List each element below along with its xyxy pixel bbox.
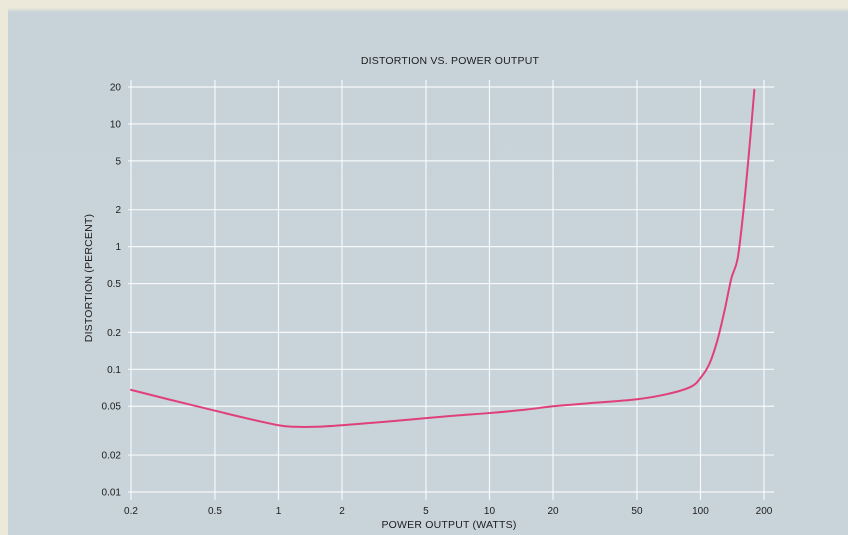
y-tick-label: 0.2 [107,328,121,339]
x-tick-label: 2 [339,506,345,517]
x-tick-label: 5 [423,506,429,517]
x-tick-label: 0.5 [208,506,222,517]
x-tick-label: 0.2 [124,506,138,517]
y-tick-label: 0.01 [102,488,122,499]
x-tick-label: 20 [547,506,559,517]
y-tick-label: 0.5 [107,279,121,290]
y-tick-label: 0.05 [102,402,122,413]
y-tick-label: 10 [110,119,122,130]
y-tick-label: 0.1 [107,365,121,376]
y-tick-label: 2 [115,205,121,216]
y-tick-label: 5 [115,156,121,167]
x-tick-label: 100 [692,506,709,517]
y-tick-label: 20 [110,83,122,94]
x-tick-label: 200 [756,506,773,517]
series-layer [130,88,756,428]
y-tick-label: 1 [115,242,121,253]
x-tick-label: 1 [276,506,282,517]
x-axis-label: POWER OUTPUT (WATTS) [381,519,516,531]
chart-title: DISTORTION VS. POWER OUTPUT [361,55,540,67]
grid [128,80,774,500]
x-tick-label: 10 [484,506,496,517]
tick-labels: 0.2 0.5 1 2 5 10 20 50 100 200 0.01 0.02 0.05 0.1 0.2 0… [102,83,773,518]
distortion-series-line [130,88,756,428]
y-axis-label: DISTORTION (PERCENT) [83,214,95,342]
x-tick-label: 50 [631,506,643,517]
y-tick-label: 0.02 [102,451,122,462]
